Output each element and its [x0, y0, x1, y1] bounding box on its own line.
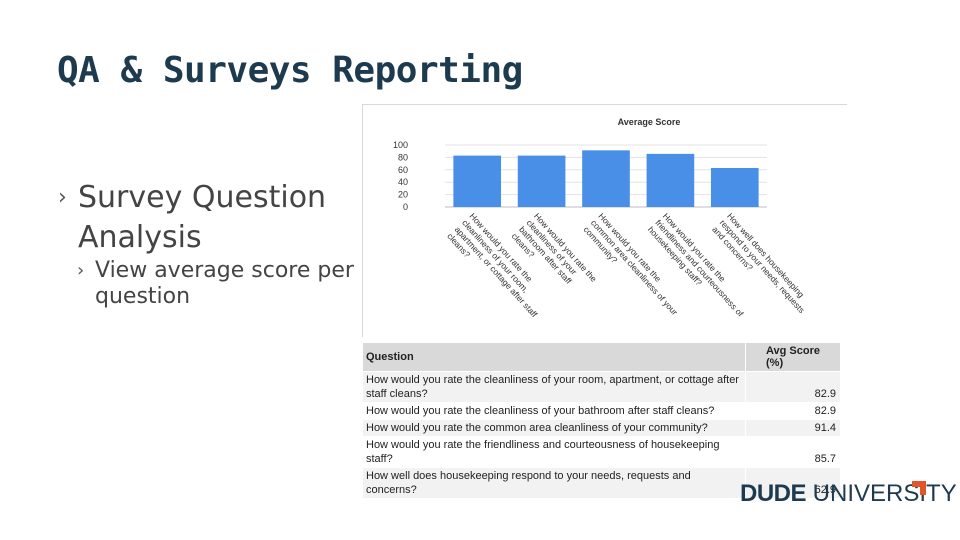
table-row: How would you rate the cleanliness of yo…	[363, 371, 840, 403]
question-cell: How would you rate the friendliness and …	[363, 436, 746, 468]
question-cell: How would you rate the cleanliness of yo…	[363, 402, 746, 420]
y-tick-label: 20	[398, 190, 408, 200]
y-tick-label: 0	[403, 202, 408, 212]
table-header-row: Question Avg Score (%)	[363, 343, 840, 372]
chart-title: Average Score	[618, 117, 681, 127]
column-header-question: Question	[363, 343, 746, 372]
table-row: How would you rate the friendliness and …	[363, 436, 840, 468]
bar	[710, 168, 759, 207]
average-score-chart: Average Score 0 20 40 60 80 100 How would you r…	[362, 104, 847, 337]
slide-title: QA & Surveys Reporting	[57, 50, 523, 91]
logo-light-text: UNIVERSITY	[806, 480, 957, 507]
score-cell: 62.9	[745, 467, 840, 499]
table-row: How well does housekeeping respond to yo…	[363, 467, 840, 499]
sub-bullet-text: View average score per question	[95, 258, 354, 309]
bar	[517, 155, 566, 207]
y-tick-label: 60	[398, 165, 408, 175]
logo-bold-text: DUDE	[740, 480, 807, 507]
score-cell: 82.9	[745, 402, 840, 420]
bar	[453, 155, 502, 207]
column-header-avg-score: Avg Score (%)	[745, 343, 840, 372]
bullet-arrow-icon: ›	[77, 260, 85, 281]
bar	[646, 153, 695, 207]
table-row: How would you rate the common area clean…	[363, 419, 840, 437]
y-tick-label: 80	[398, 152, 408, 162]
table-row: How would you rate the cleanliness of yo…	[363, 402, 840, 420]
logo-corner-mark-icon	[912, 481, 926, 495]
question-cell: How well does housekeeping respond to yo…	[363, 467, 746, 499]
score-cell: 91.4	[745, 419, 840, 437]
y-tick-label: 100	[393, 140, 408, 150]
score-cell: 82.9	[745, 371, 840, 403]
bar	[582, 150, 630, 207]
score-cell: 85.7	[745, 436, 840, 468]
question-cell: How would you rate the common area clean…	[363, 419, 746, 437]
question-cell: How would you rate the cleanliness of yo…	[363, 371, 746, 403]
bullet-text: Survey Question Analysis	[78, 180, 327, 255]
bullet-arrow-icon: ›	[58, 185, 67, 210]
score-table: Question Avg Score (%) How would you rat…	[363, 343, 840, 499]
dude-university-logo: DUDE UNIVERSITY	[740, 480, 957, 508]
y-tick-label: 40	[398, 177, 408, 187]
